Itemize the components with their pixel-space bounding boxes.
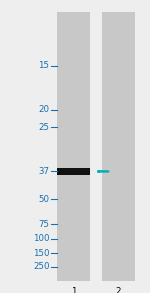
Text: 1: 1 <box>71 287 76 293</box>
Text: 250: 250 <box>33 262 50 271</box>
Text: 100: 100 <box>33 234 50 243</box>
Text: 75: 75 <box>39 220 50 229</box>
Text: 37: 37 <box>39 167 50 176</box>
Text: 20: 20 <box>39 105 50 114</box>
Bar <box>57 168 90 175</box>
Text: 150: 150 <box>33 249 50 258</box>
Bar <box>57 12 90 281</box>
Text: 50: 50 <box>39 195 50 204</box>
Bar <box>102 12 135 281</box>
Text: 25: 25 <box>39 123 50 132</box>
Text: 15: 15 <box>39 62 50 70</box>
Text: 2: 2 <box>116 287 121 293</box>
